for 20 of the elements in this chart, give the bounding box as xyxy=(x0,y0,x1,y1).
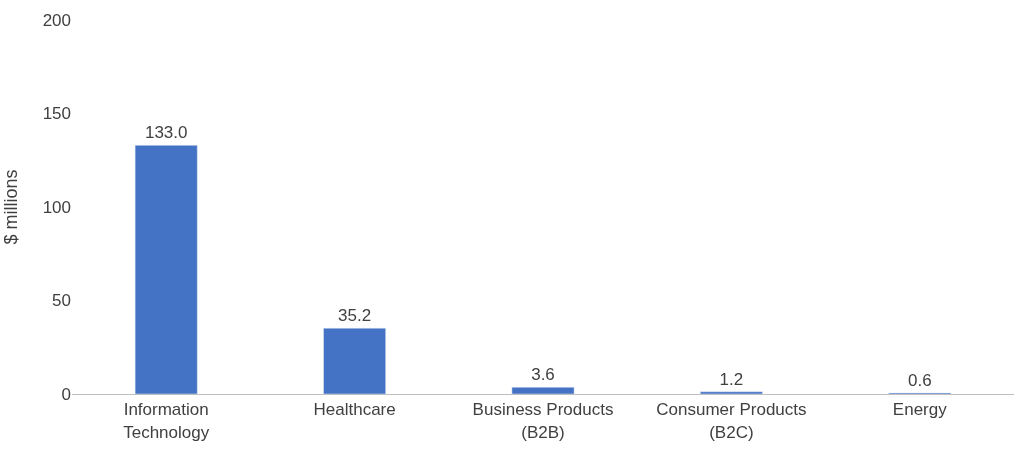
y-tick-label: 100 xyxy=(42,197,71,217)
x-tick-label: Business Products (B2B) xyxy=(472,400,614,442)
y-axis-title: $ millions xyxy=(0,169,21,245)
data-label: 0.6 xyxy=(907,370,932,390)
data-label: 133.0 xyxy=(144,123,188,143)
bar xyxy=(323,327,386,394)
data-label: 3.6 xyxy=(531,365,555,385)
bar xyxy=(134,145,198,394)
x-tick-label: Healthcare xyxy=(313,400,396,420)
x-tick-label: Consumer Products (B2C) xyxy=(656,400,807,442)
bar xyxy=(700,391,763,394)
y-tick-label: 50 xyxy=(52,291,71,311)
data-label: 1.2 xyxy=(719,369,744,389)
bar xyxy=(511,387,575,394)
y-tick-label: 150 xyxy=(42,104,71,124)
y-tick-label: 200 xyxy=(42,10,71,30)
y-tick-label: 0 xyxy=(61,384,71,404)
x-tick-label: Energy xyxy=(892,400,948,420)
x-tick-label: Information Technology xyxy=(123,400,210,442)
data-label: 35.2 xyxy=(338,306,372,326)
